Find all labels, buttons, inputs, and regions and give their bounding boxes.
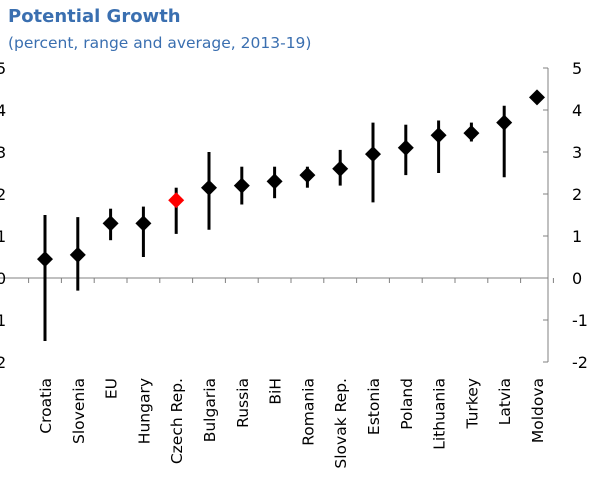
category-label: EU [103, 378, 121, 399]
average-marker [430, 127, 447, 144]
category-label: Czech Rep. [168, 378, 186, 464]
chart-title: Potential Growth [8, 6, 181, 27]
y-tick-label-right: 3 [572, 143, 582, 162]
y-tick-label-right: -1 [572, 311, 588, 330]
average-marker [365, 146, 381, 163]
average-marker [69, 246, 86, 263]
marks [37, 89, 545, 341]
axes [0, 67, 554, 363]
category-label: BiH [267, 378, 285, 405]
y-tick-label-right: -2 [572, 353, 588, 372]
average-marker [266, 173, 283, 190]
category-label: Romania [299, 378, 317, 446]
y-tick-label-right: 4 [572, 101, 582, 120]
average-marker [37, 251, 53, 268]
category-label: Poland [398, 378, 416, 430]
category-label: Estonia [365, 378, 383, 435]
average-marker [397, 139, 414, 156]
y-tick-label-left: 0 [0, 269, 6, 288]
y-tick-label-left: 3 [0, 143, 6, 162]
y-tick-label-left: 1 [0, 311, 6, 330]
category-label: Moldova [529, 378, 547, 443]
average-marker [201, 179, 217, 196]
average-marker [463, 125, 480, 142]
chart-subtitle: (percent, range and average, 2013-19) [8, 34, 312, 52]
average-marker [233, 177, 250, 194]
category-label: Bulgaria [201, 378, 219, 442]
category-label: Slovenia [70, 378, 88, 444]
y-tick-label-right: 1 [572, 227, 582, 246]
average-marker [168, 192, 185, 209]
y-tick-label-left: 5 [0, 59, 6, 78]
category-label: Latvia [496, 378, 514, 425]
y-tick-label-left: 2 [0, 185, 6, 204]
y-tick-label-left: 2 [0, 353, 6, 372]
labels: -2 2 -1 1 0 0 1 1 2 2 3 3 4 4 5 5 Croatia Slovenia EU Hunga… [0, 59, 588, 469]
category-label: Hungary [135, 378, 153, 444]
category-label: Russia [234, 378, 252, 428]
y-tick-label-right: 5 [572, 59, 582, 78]
average-marker [496, 114, 513, 131]
average-marker [332, 160, 349, 177]
category-label: Turkey [463, 378, 481, 429]
y-tick-label-left: 1 [0, 227, 6, 246]
y-tick-label-right: 2 [572, 185, 582, 204]
y-tick-label-right: 0 [572, 269, 582, 288]
average-marker [102, 215, 119, 232]
category-label: Slovak Rep. [332, 378, 350, 469]
average-marker [299, 167, 316, 184]
average-marker [529, 89, 545, 106]
average-marker [135, 215, 152, 232]
category-label: Croatia [37, 378, 55, 434]
category-label: Lithuania [431, 378, 449, 450]
y-tick-label-left: 4 [0, 101, 6, 120]
